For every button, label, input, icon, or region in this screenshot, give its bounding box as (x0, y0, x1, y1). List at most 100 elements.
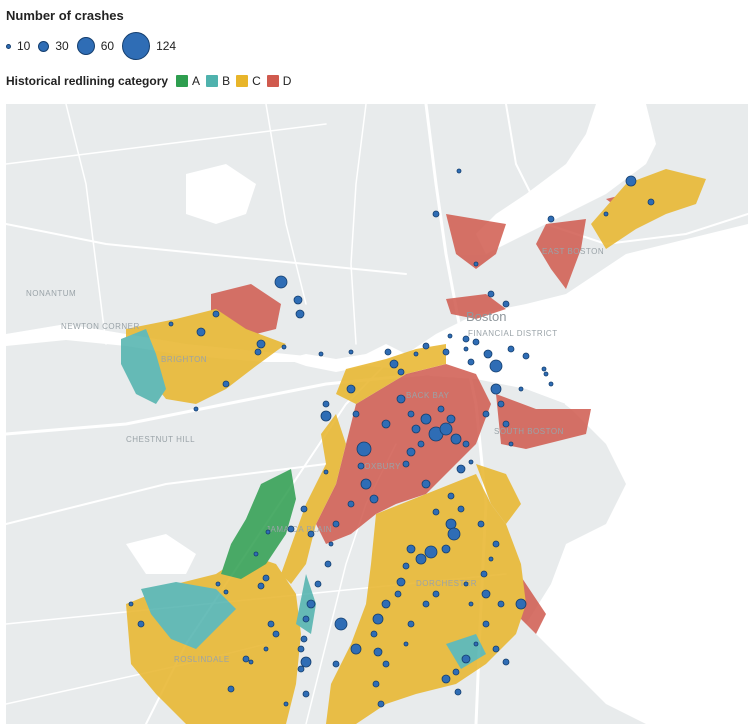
jamaica-pond (126, 534, 196, 574)
area-b-forest-hills (296, 574, 316, 634)
crash-bubble (215, 581, 221, 587)
crash-bubble (389, 359, 399, 369)
crash-bubble (432, 590, 440, 598)
crash-bubble (463, 581, 469, 587)
place-label: EAST BOSTON (542, 247, 604, 256)
crash-bubble (302, 690, 310, 698)
area-b-brighton (121, 329, 166, 404)
mystic-river (476, 104, 656, 254)
crash-bubble (492, 540, 500, 548)
crash-bubble (441, 544, 451, 554)
crash-bubble (518, 386, 524, 392)
area-a-jamaica-plain (221, 469, 296, 579)
area-d-roxbury (316, 364, 491, 544)
crash-bubble (314, 580, 322, 588)
crash-bubble (381, 599, 391, 609)
crash-bubble (508, 441, 514, 447)
crash-bubble (548, 381, 554, 387)
crash-bubble (402, 460, 410, 468)
crash-bubble (407, 410, 415, 418)
crash-bubble (441, 674, 451, 684)
crash-map[interactable]: NONANTUM NEWTON CORNER BRIGHTON CHESTNUT… (6, 104, 748, 724)
crash-bubble (547, 215, 555, 223)
crash-bubble (432, 508, 440, 516)
area-c-south-end (336, 344, 446, 404)
crash-bubble (257, 582, 265, 590)
crash-bubble (482, 410, 490, 418)
crash-bubble (334, 617, 348, 631)
crash-bubble (473, 641, 479, 647)
crash-bubble (480, 570, 488, 578)
crash-bubble (492, 645, 500, 653)
size-legend-title: Number of crashes (6, 8, 124, 23)
crash-bubble (411, 424, 421, 434)
crash-bubble (422, 342, 430, 350)
crash-bubble (477, 520, 485, 528)
crash-bubble (522, 352, 530, 360)
crash-bubble (473, 261, 479, 267)
crash-bubble (196, 327, 206, 337)
crash-bubble (482, 620, 490, 628)
crash-bubble (369, 494, 379, 504)
crash-bubble (603, 211, 609, 217)
size-legend-label: 10 (17, 39, 31, 53)
crash-bubble (322, 400, 330, 408)
crash-bubble (447, 333, 453, 339)
redlining-areas (121, 169, 706, 724)
category-label: D (282, 74, 292, 88)
crash-bubble (168, 321, 174, 327)
crash-bubble (481, 589, 491, 599)
harbor-water (286, 224, 748, 724)
crash-bubble (346, 384, 356, 394)
place-label: CHESTNUT HILL (126, 435, 195, 444)
crash-bubble (256, 339, 266, 349)
crash-bubble (502, 420, 510, 428)
crash-bubble (406, 544, 416, 554)
crash-bubble (647, 198, 655, 206)
crash-bubble (413, 351, 419, 357)
place-label: FINANCIAL DISTRICT (468, 329, 558, 338)
crash-bubble (372, 613, 384, 625)
crash-bubble (445, 518, 457, 530)
crash-bubble (323, 469, 329, 475)
crash-bubble (402, 562, 410, 570)
crash-bubble (447, 527, 461, 541)
city-label: Boston (466, 309, 506, 324)
crash-bubble (328, 541, 334, 547)
area-b-roslindale (141, 582, 236, 649)
crash-bubble (352, 410, 360, 418)
area-c-dorchester (326, 474, 526, 724)
crash-bubble (254, 348, 262, 356)
category-legend-item: D (266, 74, 292, 88)
crash-bubble (625, 175, 637, 187)
category-label: A (192, 74, 201, 88)
swatch-b (206, 75, 219, 87)
crash-bubble (461, 654, 471, 664)
area-d-east-boston (536, 219, 586, 289)
crash-bubble (420, 413, 432, 425)
map-canvas[interactable]: NONANTUM NEWTON CORNER BRIGHTON CHESTNUT… (6, 104, 748, 724)
crash-bubble (302, 615, 310, 623)
crash-bubble (456, 168, 462, 174)
size-legend-item: 124 (122, 32, 176, 60)
crash-bubble (306, 599, 316, 609)
crash-bubble (487, 290, 495, 298)
crash-bubble (324, 560, 332, 568)
size-legend-label: 30 (55, 39, 69, 53)
crash-bubble (452, 668, 460, 676)
crash-bubble (287, 525, 295, 533)
crash-bubble (356, 441, 372, 457)
place-label: ROXBURY (358, 462, 401, 471)
crash-bubble (274, 275, 288, 289)
crash-bubble (421, 479, 431, 489)
place-label: BRIGHTON (161, 355, 207, 364)
area-c-brighton (126, 309, 286, 404)
crash-bubble (128, 601, 134, 607)
category-legend-item: A (176, 74, 200, 88)
crash-bubble (347, 500, 355, 508)
reservoir (186, 164, 256, 224)
crash-bubble (437, 405, 445, 413)
swatch-a (176, 75, 189, 87)
crash-bubble (332, 660, 340, 668)
category-legend-title: Historical redlining category (6, 74, 169, 88)
